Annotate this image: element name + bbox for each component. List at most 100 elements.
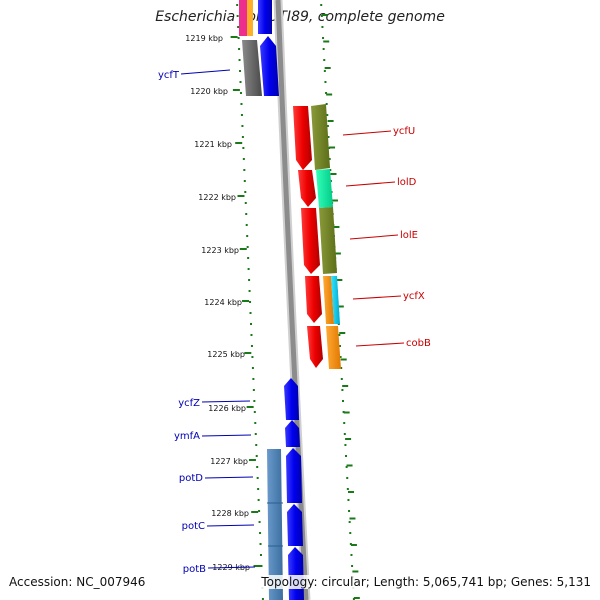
gene-label-potC[interactable]: potC: [182, 521, 205, 532]
track-dot: [256, 466, 259, 468]
track-dot: [256, 477, 259, 479]
gene-ycfU: [293, 106, 312, 170]
kbp-tick-marks: [230, 36, 261, 567]
track-dot: [325, 92, 328, 94]
gene-fragment-pink: [239, 0, 247, 36]
track-dot: [342, 411, 345, 413]
track-dot: [322, 48, 325, 50]
track-dot: [326, 125, 329, 127]
track-tick: [326, 93, 333, 96]
block-ycfX-orange: [323, 276, 334, 324]
leader-line: [349, 234, 399, 240]
track-dot: [242, 147, 245, 149]
track-dot: [249, 323, 252, 325]
track-dot: [344, 444, 347, 446]
track-dot: [260, 565, 263, 567]
gene-fragment-orange: [247, 0, 253, 36]
gene-label-ymfA[interactable]: ymfA: [174, 431, 200, 442]
tick-label-1226: 1226 kbp: [208, 404, 246, 413]
track-dot: [343, 433, 346, 435]
gene-label-lolE[interactable]: lolE: [400, 230, 418, 241]
leader-line: [206, 524, 255, 527]
track-dot: [239, 70, 242, 72]
tick-label-1219: 1219 kbp: [185, 34, 223, 43]
track-tick: [353, 597, 360, 599]
gene-potB: [288, 547, 304, 600]
gene-ymfA: [285, 420, 300, 447]
track-dot: [350, 554, 353, 556]
track-tick: [324, 67, 331, 69]
track-dot: [322, 37, 325, 39]
track-dot: [323, 70, 326, 72]
track-tick: [345, 438, 352, 440]
block-ycfU: [311, 104, 330, 170]
gene-label-lolD[interactable]: lolD: [397, 177, 417, 188]
track-dot: [244, 191, 247, 193]
track-tick: [336, 279, 343, 281]
track-dot: [246, 246, 249, 248]
track-tick: [331, 199, 338, 202]
kbp-tick: [244, 352, 252, 354]
gene-label-ycfX[interactable]: ycfX: [403, 291, 425, 302]
kbp-tick: [251, 511, 259, 513]
track-dot: [340, 367, 343, 369]
track-dot: [246, 235, 249, 237]
track-dot: [341, 389, 344, 391]
track-dot: [236, 15, 239, 17]
track-dot: [329, 169, 332, 171]
gene-lolE: [301, 208, 320, 274]
track-dot: [238, 48, 241, 50]
track-dot: [257, 488, 260, 490]
track-tick: [343, 411, 350, 414]
track-dot: [258, 521, 261, 523]
track-dot: [244, 202, 247, 204]
track-dot: [240, 103, 243, 105]
track-dot: [320, 4, 323, 6]
track-dot: [241, 125, 244, 127]
track-dot: [249, 301, 252, 303]
track-dot: [248, 290, 251, 292]
gene-ycfT-gray: [242, 40, 262, 96]
kbp-tick: [237, 195, 245, 197]
track-dot: [255, 444, 258, 446]
genome-title: Escherichia coli UTI89, complete genome: [155, 9, 445, 25]
kbp-tick: [235, 142, 243, 144]
track-dot: [243, 169, 246, 171]
track-dot: [252, 378, 255, 380]
track-tick: [342, 385, 349, 387]
track-tick: [350, 544, 357, 546]
gene-label-ycfZ[interactable]: ycfZ: [178, 398, 200, 409]
track-dot: [247, 257, 250, 259]
gene-label-ycfT[interactable]: ycfT: [158, 70, 180, 81]
kbp-tick: [239, 248, 247, 250]
track-tick: [327, 120, 334, 122]
kbp-tick: [230, 36, 238, 38]
track-dot: [323, 59, 326, 61]
gene-label-ycfU[interactable]: ycfU: [393, 126, 415, 137]
gene-label-potB[interactable]: potB: [183, 564, 206, 575]
leader-line: [352, 295, 402, 300]
right-gene-labels: ycfU lolD lolE ycfX cobB: [342, 126, 431, 349]
tick-label-1228: 1228 kbp: [211, 509, 249, 518]
gene-label-potD[interactable]: potD: [179, 473, 203, 484]
tick-label-1220: 1220 kbp: [190, 87, 228, 96]
track-tick: [333, 226, 340, 228]
track-tick: [349, 517, 356, 520]
track-dot: [327, 136, 330, 138]
topology-text: Topology: circular; Length: 5,065,741 bp…: [261, 575, 591, 589]
kbp-tick: [246, 406, 254, 408]
track-dot: [242, 158, 245, 160]
track-dot: [247, 268, 250, 270]
gene-label-cobB[interactable]: cobB: [406, 338, 431, 349]
left-gene-labels: ycfT ycfZ ymfA potD potC potB: [158, 69, 256, 575]
track-dot: [259, 543, 262, 545]
track-dot: [339, 356, 342, 358]
tick-label-1224: 1224 kbp: [204, 298, 242, 307]
track-dot: [239, 92, 242, 94]
track-tick: [337, 305, 344, 308]
track-dot: [346, 488, 349, 490]
track-tick: [323, 40, 330, 43]
gene-potD: [286, 448, 302, 503]
track-dot: [345, 455, 348, 457]
